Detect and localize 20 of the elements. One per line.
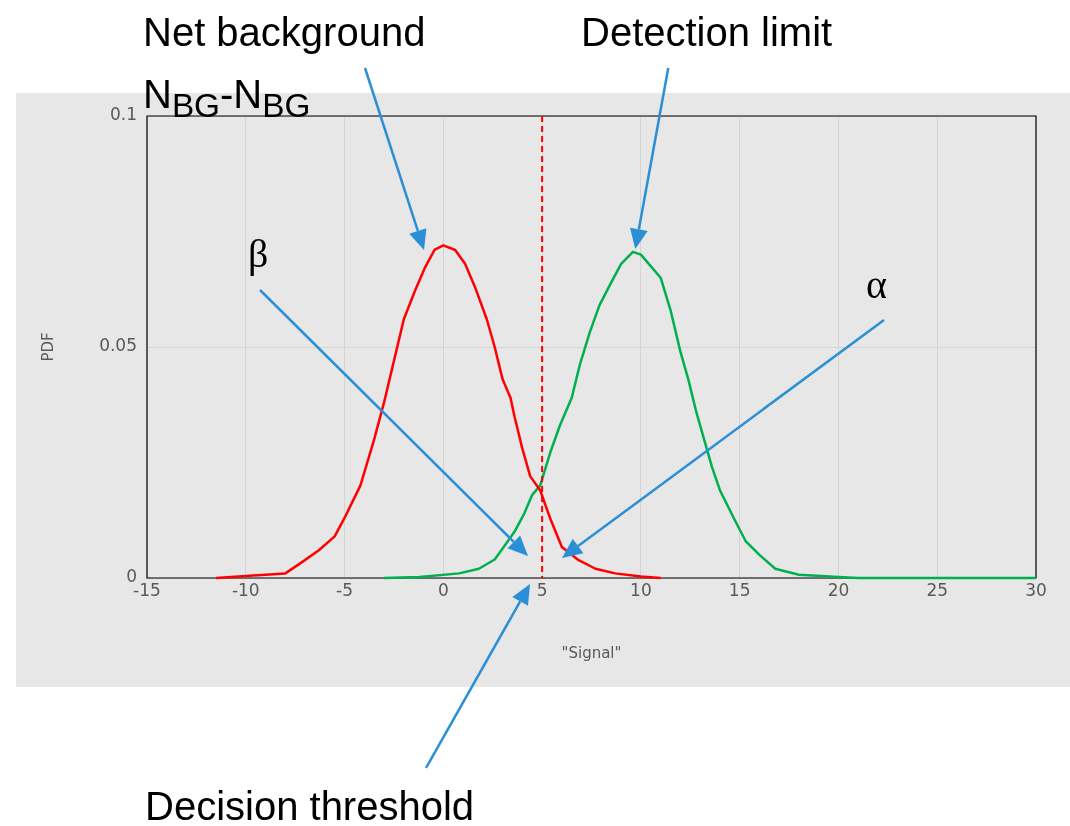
x-tick-label: 5 <box>536 579 548 600</box>
annotation: β <box>248 231 269 276</box>
x-tick-label: 15 <box>728 579 751 600</box>
x-tick-label: 0 <box>437 579 449 600</box>
x-tick-label: 30 <box>1025 579 1047 600</box>
x-axis-title: "Signal" <box>561 643 622 662</box>
text: Net background <box>143 10 426 54</box>
text: Decision threshold <box>145 784 475 826</box>
x-tick-label: 20 <box>827 579 850 600</box>
x-tick-label: -10 <box>231 579 260 600</box>
text: Detection limit <box>581 10 833 54</box>
y-axis-title: PDF <box>38 332 57 362</box>
x-tick-label: 10 <box>630 579 652 600</box>
y-tick-label: 0 <box>126 566 137 587</box>
annotation: N$_{BG}$-N$_{BG}$ <box>143 72 311 124</box>
y-tick-label: 0.1 <box>109 104 137 125</box>
x-tick-label: -5 <box>336 579 354 600</box>
annotation: α <box>866 262 887 307</box>
x-tick-label: 25 <box>926 579 949 600</box>
y-tick-label: 0.05 <box>99 335 137 356</box>
